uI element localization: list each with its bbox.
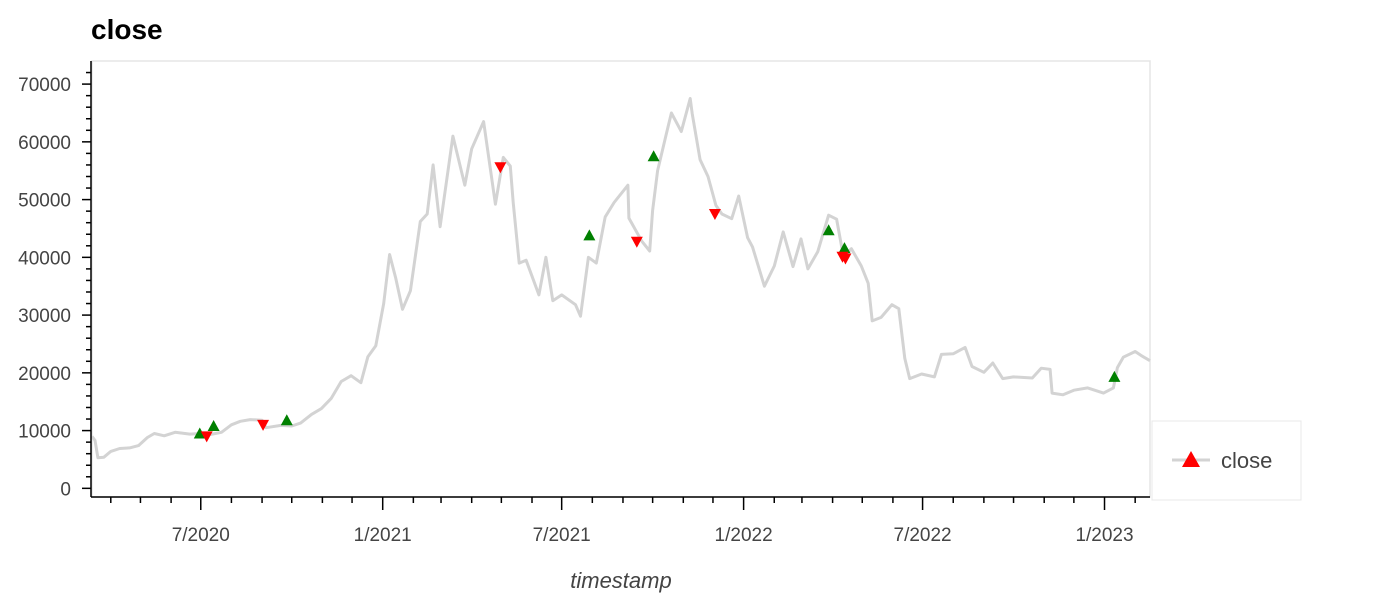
x-tick-label: 1/2022: [715, 525, 773, 546]
x-tick-label: 7/2021: [533, 525, 591, 546]
legend: close: [1151, 420, 1302, 501]
sell-signal-marker: [630, 236, 643, 248]
buy-signal-marker: [822, 224, 835, 236]
x-tick-label: 7/2020: [172, 525, 230, 546]
chart-title: close: [91, 14, 163, 45]
buy-signal-marker: [1108, 370, 1121, 382]
buy-signal-marker: [280, 414, 293, 426]
buy-signal-marker: [647, 150, 660, 162]
y-tick-label: 30000: [18, 306, 71, 327]
plot-frame: [91, 60, 1151, 498]
y-tick-label: 50000: [18, 191, 71, 212]
y-tick-label: 10000: [18, 422, 71, 443]
y-axis: 0 10000 20000 30000 40000 50000 60000 70000: [18, 61, 92, 500]
sell-signal-marker: [708, 209, 721, 221]
sell-signal-marker: [494, 162, 507, 174]
x-axis: 7/2020 1/2021 7/2021 1/2022 7/2022 1/2023: [91, 496, 1150, 546]
series-close-line: [90, 97, 1151, 460]
y-tick-label: 40000: [18, 248, 71, 269]
buy-signal-marker: [838, 242, 851, 254]
buy-signal-marker: [583, 229, 596, 241]
buy-signal-marker: [193, 427, 206, 439]
y-tick-label: 20000: [18, 364, 71, 385]
buy-signal-marker: [207, 419, 220, 431]
sell-signal-marker: [839, 253, 852, 265]
y-tick-label: 70000: [18, 75, 71, 96]
legend-marker-icon: [1182, 451, 1200, 467]
y-tick-label: 0: [60, 479, 71, 500]
x-axis-title: timestamp: [570, 568, 671, 593]
sell-signal-marker: [257, 419, 270, 431]
series-close-line-group: [90, 97, 1151, 460]
legend-label: close: [1221, 448, 1272, 473]
x-tick-label: 1/2023: [1075, 525, 1133, 546]
sell-signal-marker: [200, 431, 213, 443]
y-tick-label: 60000: [18, 133, 71, 154]
x-tick-label: 7/2022: [894, 525, 952, 546]
signal-markers-group: [193, 150, 1121, 443]
x-tick-label: 1/2021: [354, 525, 412, 546]
